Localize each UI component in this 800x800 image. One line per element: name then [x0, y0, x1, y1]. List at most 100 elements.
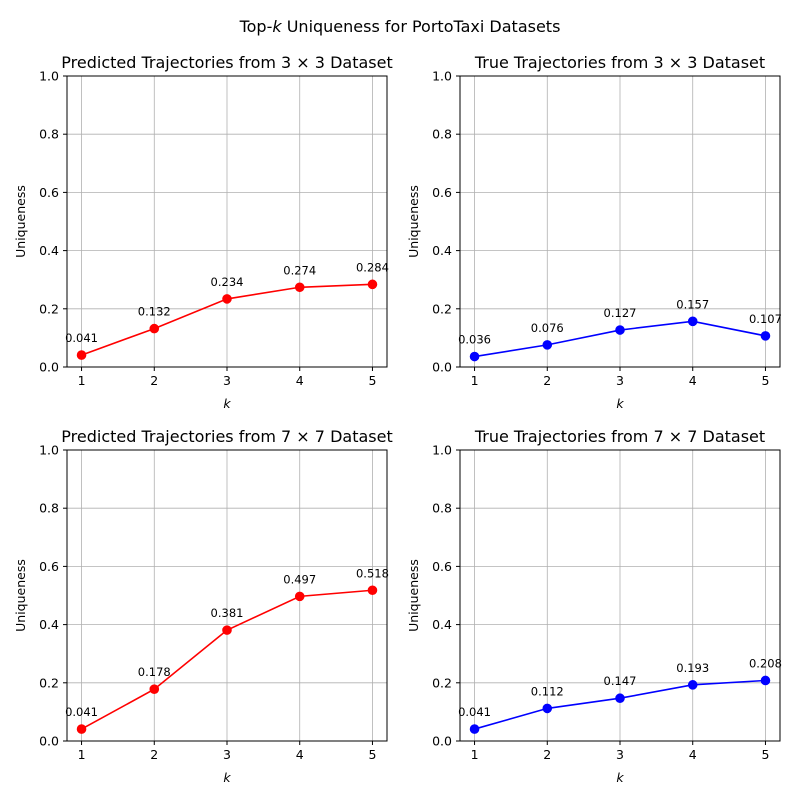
x-tick-label: 3 — [223, 373, 231, 388]
plot-frame — [66, 75, 388, 368]
subplot-title: True Trajectories from 3 × 3 Dataset — [474, 53, 765, 72]
subplot-1: 1 2 3 4 5 0.0 0.2 0.4 0.6 0.8 1.0 0.041 0.132 0.234 0.… — [13, 53, 393, 411]
y-tick-label: 0.8 — [39, 127, 59, 142]
subplot-2: 1 2 3 4 5 0.0 0.2 0.4 0.6 0.8 1.0 0.036 0.076 0.127 0.… — [406, 53, 782, 411]
subplot-title: Predicted Trajectories from 3 × 3 Datase… — [61, 53, 392, 72]
data-point — [222, 625, 232, 635]
subplot-title: Predicted Trajectories from 7 × 7 Datase… — [61, 427, 392, 446]
y-tick-label: 0.0 — [39, 734, 59, 749]
x-tick-label: 3 — [223, 747, 231, 762]
data-point — [149, 684, 160, 695]
data-point — [222, 294, 232, 304]
data-label: 0.036 — [458, 333, 491, 347]
data-label: 0.132 — [138, 305, 171, 319]
y-tick-label: 0.8 — [39, 501, 59, 516]
y-tick-label: 0.6 — [432, 559, 452, 574]
x-tick-label: 4 — [296, 747, 304, 762]
data-label: 0.178 — [138, 665, 171, 679]
data-point — [760, 331, 771, 341]
y-tick-label: 1.0 — [39, 69, 59, 84]
data-label: 0.041 — [65, 331, 98, 345]
data-point — [615, 693, 625, 704]
data-label: 0.147 — [604, 674, 637, 688]
x-axis-label: k — [616, 770, 624, 785]
data-label: 0.518 — [356, 566, 389, 580]
x-tick-label: 2 — [543, 373, 551, 388]
x-tick-label: 1 — [471, 373, 479, 388]
axis-ticks: 1 2 3 4 5 0.0 0.2 0.4 0.6 0.8 1.0 — [432, 69, 780, 388]
data-label: 0.112 — [531, 684, 564, 698]
x-tick-label: 4 — [689, 747, 697, 762]
x-tick-label: 4 — [296, 373, 304, 388]
data-label: 0.381 — [211, 606, 244, 620]
plot-frame — [66, 449, 388, 742]
y-tick-label: 1.0 — [39, 443, 59, 458]
data-label: 0.107 — [749, 312, 782, 326]
figure-title: Top-k Uniqueness for PortoTaxi Datasets — [239, 17, 561, 36]
data-point — [367, 585, 378, 596]
x-tick-label: 2 — [150, 747, 158, 762]
y-tick-label: 1.0 — [432, 69, 452, 84]
x-tick-label: 5 — [368, 373, 376, 388]
y-tick-label: 0.2 — [39, 301, 59, 316]
subplot-4: 1 2 3 4 5 0.0 0.2 0.4 0.6 0.8 1.0 0.041 0.112 0.147 0.… — [406, 427, 782, 785]
y-tick-label: 0.6 — [39, 185, 59, 200]
x-tick-label: 5 — [761, 747, 769, 762]
data-label: 0.234 — [211, 275, 244, 289]
x-axis-label: k — [616, 396, 624, 411]
y-tick-label: 0.8 — [432, 127, 452, 142]
data-point — [542, 340, 553, 350]
y-tick-label: 0.6 — [39, 559, 59, 574]
x-tick-label: 2 — [150, 373, 158, 388]
y-tick-label: 0.0 — [432, 734, 452, 749]
data-label: 0.041 — [65, 705, 98, 719]
data-label: 0.284 — [356, 260, 389, 274]
subplots-grid: 1 2 3 4 50.00.20.40.60.81.00.0410.1320.2340.… — [13, 53, 782, 785]
data-label: 0.076 — [531, 321, 564, 335]
data-point — [542, 703, 553, 714]
y-axis-label: Uniqueness — [406, 559, 421, 632]
x-tick-label: 1 — [78, 373, 86, 388]
y-tick-label: 0.2 — [432, 675, 452, 690]
data-point — [760, 675, 771, 686]
y-tick-label: 0.4 — [432, 243, 452, 258]
x-axis-label: k — [223, 396, 231, 411]
figure-title-k: k — [272, 17, 282, 36]
y-tick-label: 0.4 — [39, 243, 59, 258]
data-point — [469, 351, 480, 362]
plot-frame — [459, 449, 781, 742]
data-label: 0.274 — [283, 263, 316, 277]
data-point — [76, 350, 87, 360]
data-point — [149, 323, 160, 334]
data-label: 0.497 — [283, 572, 316, 586]
data-point — [687, 316, 698, 327]
data-point — [294, 282, 305, 293]
data-label: 0.157 — [676, 297, 709, 311]
y-tick-label: 0.6 — [432, 185, 452, 200]
y-tick-label: 0.0 — [432, 360, 452, 375]
x-tick-label: 5 — [368, 747, 376, 762]
y-tick-label: 0.8 — [432, 501, 452, 516]
data-label: 0.127 — [604, 306, 637, 320]
y-tick-label: 0.4 — [39, 617, 59, 632]
x-axis-label: k — [223, 770, 231, 785]
y-tick-label: 0.4 — [432, 617, 452, 632]
y-axis-label: Uniqueness — [406, 185, 421, 258]
x-tick-label: 2 — [543, 747, 551, 762]
y-tick-label: 0.2 — [432, 301, 452, 316]
y-tick-label: 0.2 — [39, 675, 59, 690]
x-tick-label: 1 — [471, 747, 479, 762]
y-tick-label: 0.0 — [39, 360, 59, 375]
data-label: 0.041 — [458, 705, 491, 719]
x-tick-label: 3 — [616, 747, 624, 762]
data-point — [367, 279, 378, 290]
subplot-title: True Trajectories from 7 × 7 Dataset — [474, 427, 765, 446]
x-tick-label: 1 — [78, 747, 86, 762]
y-axis-label: Uniqueness — [13, 559, 28, 632]
data-point — [294, 591, 305, 602]
data-label: 0.208 — [749, 656, 782, 670]
y-tick-label: 1.0 — [432, 443, 452, 458]
data-point — [469, 724, 480, 734]
x-tick-label: 4 — [689, 373, 697, 388]
